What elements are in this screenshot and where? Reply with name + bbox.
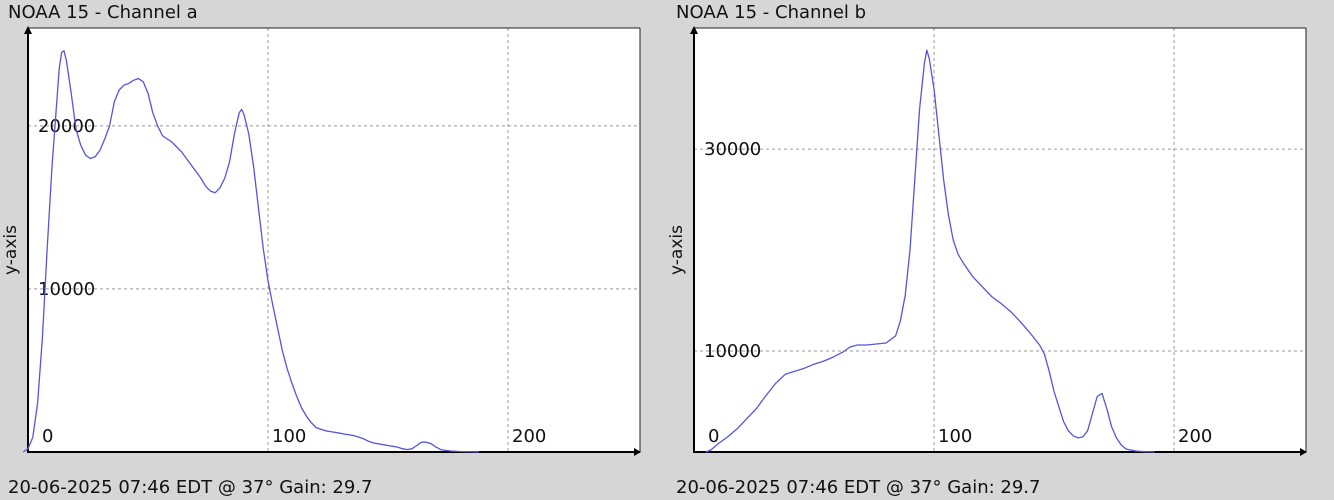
- chart-a-y-axis-label: y-axis: [1, 225, 21, 275]
- chart-b-footer: 20-06-2025 07:46 EDT @ 37° Gain: 29.7: [676, 477, 1041, 498]
- chart-b-x-tick-100: 100: [938, 426, 972, 447]
- chart-a-plot-area: [28, 28, 640, 452]
- chart-a-x-tick-200: 200: [512, 426, 546, 447]
- chart-b-series-line-0: [705, 49, 1155, 453]
- chart-b-title: NOAA 15 - Channel b: [676, 2, 867, 23]
- chart-a-series-line-0: [22, 50, 480, 453]
- chart-b-x-tick-200: 200: [1178, 426, 1212, 447]
- chart-b-y-axis-arrow: [690, 26, 698, 34]
- chart-a-x-tick-100: 100: [272, 426, 306, 447]
- chart-b-y-tick-30000: 30000: [704, 139, 761, 160]
- chart-a-y-tick-10000: 10000: [38, 279, 95, 300]
- chart-a-title: NOAA 15 - Channel a: [8, 2, 198, 23]
- chart-a-x-axis-arrow: [634, 448, 641, 456]
- chart-b-y-axis-label: y-axis: [667, 225, 687, 275]
- chart-b-plot-area: [694, 28, 1306, 452]
- chart-b-x-axis-arrow: [1300, 448, 1307, 456]
- chart-a-x-tick-0: 0: [42, 426, 53, 447]
- chart-b-x-tick-0: 0: [708, 426, 719, 447]
- chart-a-footer: 20-06-2025 07:46 EDT @ 37° Gain: 29.7: [8, 477, 373, 498]
- chart-a-y-axis-arrow: [24, 26, 32, 34]
- chart-a-y-tick-20000: 20000: [38, 116, 95, 137]
- chart-b-y-tick-10000: 10000: [704, 341, 761, 362]
